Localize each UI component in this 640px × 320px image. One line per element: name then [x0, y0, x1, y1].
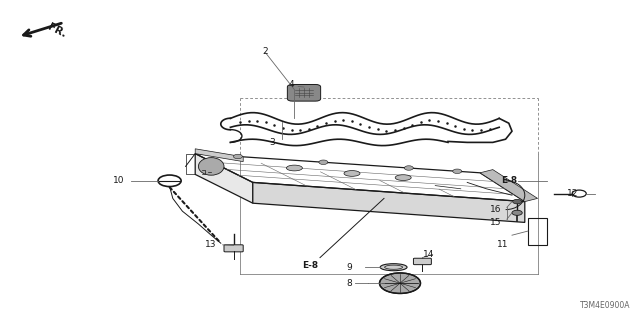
FancyBboxPatch shape [413, 258, 431, 265]
Polygon shape [195, 149, 243, 162]
Ellipse shape [344, 171, 360, 176]
Circle shape [319, 160, 328, 164]
Text: 11: 11 [497, 240, 508, 249]
Text: FR.: FR. [46, 21, 68, 39]
Circle shape [380, 273, 420, 293]
Ellipse shape [198, 158, 224, 175]
Text: 4: 4 [289, 80, 294, 89]
FancyBboxPatch shape [224, 245, 243, 252]
Circle shape [404, 166, 413, 170]
Text: 15: 15 [490, 218, 502, 227]
Circle shape [452, 169, 461, 173]
Text: E-8: E-8 [500, 176, 517, 185]
Ellipse shape [287, 165, 303, 171]
Text: 2: 2 [263, 47, 268, 56]
Polygon shape [253, 182, 525, 222]
Text: 14: 14 [423, 250, 435, 259]
Text: 13: 13 [205, 240, 217, 249]
Circle shape [513, 199, 522, 204]
Text: 16: 16 [490, 205, 502, 214]
FancyBboxPatch shape [287, 84, 321, 101]
Polygon shape [480, 170, 538, 202]
Text: E-8: E-8 [302, 261, 319, 270]
Ellipse shape [396, 175, 412, 180]
Text: 8: 8 [346, 279, 351, 288]
Polygon shape [195, 154, 253, 203]
Text: T3M4E0900A: T3M4E0900A [580, 301, 630, 310]
Text: 12: 12 [567, 189, 579, 198]
Circle shape [512, 210, 522, 215]
Ellipse shape [380, 264, 407, 271]
Text: 10: 10 [113, 176, 124, 185]
Text: 9: 9 [346, 263, 351, 272]
Circle shape [234, 154, 243, 159]
Text: 3: 3 [269, 138, 275, 147]
